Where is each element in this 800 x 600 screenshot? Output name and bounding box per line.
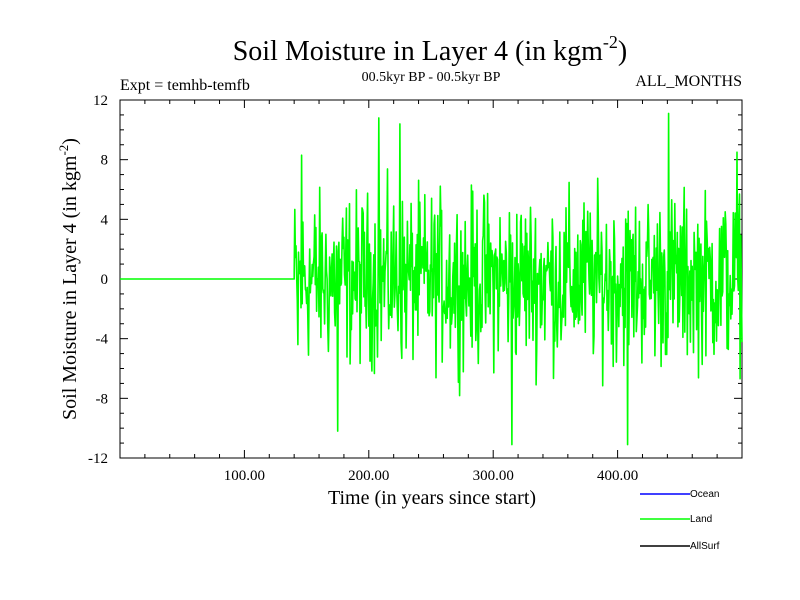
x-tick-label: 200.00: [348, 468, 389, 484]
experiment-label: Expt = temhb-temfb: [120, 77, 250, 94]
land-series-line: [120, 112, 743, 446]
legend: Ocean Land AllSurf: [640, 489, 720, 552]
period-label: 00.5kyr BP - 00.5kyr BP: [362, 70, 501, 85]
x-axis-label: Time (in years since start): [328, 487, 536, 509]
y-tick-label: 8: [101, 153, 109, 169]
y-tick-label: -8: [96, 391, 109, 407]
x-tick-label: 100.00: [224, 468, 265, 484]
y-tick-label: 0: [101, 272, 109, 288]
legend-allsurf-label: AllSurf: [690, 541, 720, 552]
y-tick-label: 12: [93, 93, 108, 109]
y-tick-label: -4: [96, 332, 109, 348]
y-tick-label: 4: [101, 212, 109, 228]
y-axis-label: Soil Moisture in Layer 4 (in kgm-2): [56, 138, 81, 420]
legend-land-label: Land: [690, 514, 712, 525]
x-axis: 100.00 200.00 300.00 400.00: [144, 100, 718, 484]
x-tick-label: 300.00: [473, 468, 514, 484]
y-tick-label: -12: [88, 451, 108, 467]
x-tick-label: 400.00: [597, 468, 638, 484]
months-label: ALL_MONTHS: [635, 73, 742, 90]
chart-title: Soil Moisture in Layer 4 (in kgm-2): [233, 32, 628, 67]
legend-ocean-label: Ocean: [690, 489, 719, 500]
